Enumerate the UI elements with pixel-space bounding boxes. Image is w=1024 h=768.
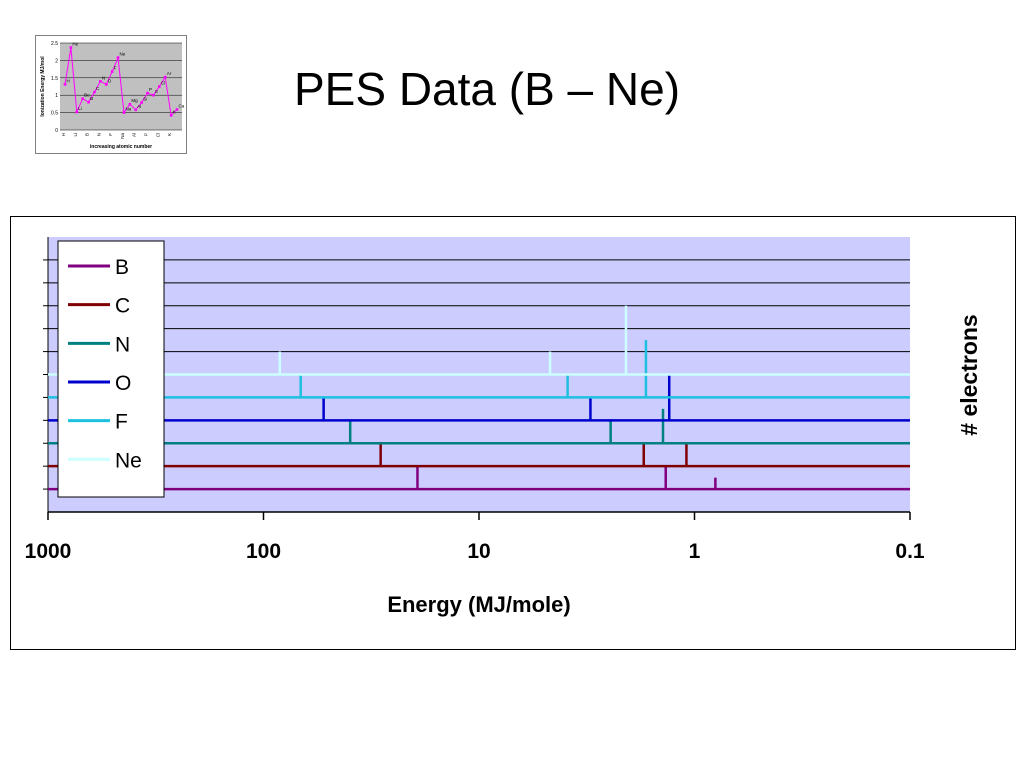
thumbnail-point-label: Mg — [131, 98, 138, 103]
legend-label-b: B — [115, 256, 129, 279]
thumbnail-point — [128, 102, 132, 106]
legend-label-o: O — [115, 372, 131, 395]
thumbnail-point-label: B — [90, 96, 93, 101]
thumbnail-y-tick: 2 — [55, 58, 58, 64]
thumbnail-point — [169, 114, 173, 117]
thumbnail-point-label: Al — [137, 104, 141, 109]
thumbnail-point — [69, 46, 73, 49]
thumbnail-point — [93, 90, 96, 94]
x-tick-label: 100 — [246, 540, 281, 563]
thumbnail-x-tick: K — [167, 133, 172, 136]
series-f — [48, 340, 910, 399]
x-tick-label: 1 — [689, 540, 701, 563]
thumbnail-point — [116, 56, 120, 59]
thumbnail-x-tick: Cl — [155, 133, 160, 137]
thumbnail-point — [110, 70, 114, 73]
legend-label-n: N — [115, 333, 130, 356]
thumbnail-point — [75, 110, 79, 114]
x-tick-label: 0.1 — [895, 540, 925, 563]
series-c — [48, 443, 910, 468]
thumbnail-point — [146, 91, 149, 95]
slide-title: PES Data (B – Ne) — [294, 63, 681, 115]
ionization-energy-thumbnail: 2.5 2 1.5 1 0.5 0 H He Li Be B C N O F Ne Na Mg Al Si P S Cl Ar… — [35, 35, 187, 154]
thumbnail-y-tick: 0 — [55, 128, 58, 134]
thumbnail-x-tick: Al — [132, 133, 137, 137]
thumbnail-point-label: Na — [125, 107, 131, 112]
thumbnail-point — [99, 79, 102, 83]
thumbnail-point-label: Ar — [167, 71, 172, 76]
thumbnail-point — [163, 75, 167, 79]
thumbnail-point-label: P — [149, 87, 152, 92]
thumbnail-point — [140, 101, 143, 104]
thumbnail-x-tick: Na — [120, 133, 125, 139]
thumbnail-point-label: C — [96, 86, 100, 91]
thumbnail-point-label: Ca — [179, 103, 185, 108]
thumbnail-point — [63, 83, 67, 86]
thumbnail-point — [152, 93, 155, 97]
thumbnail-point-label: Cl — [161, 81, 165, 86]
x-axis-title: Energy (MJ/mole) — [387, 592, 570, 617]
thumbnail-point-label: H — [67, 78, 70, 83]
thumbnail-y-tick: 1.5 — [51, 76, 58, 82]
thumbnail-x-tick: Li — [73, 133, 78, 137]
thumbnail-point-label: Li — [78, 106, 82, 111]
thumbnail-point-label: K — [173, 109, 176, 114]
thumbnail-point — [158, 85, 161, 88]
thumbnail-point — [104, 83, 108, 86]
thumbnail-point — [134, 108, 138, 112]
x-tick-label: 10 — [467, 540, 490, 563]
thumbnail-point-label: Si — [143, 97, 147, 102]
thumbnail-point-label: He — [72, 42, 78, 47]
thumbnail-x-tick: B — [85, 133, 90, 136]
thumbnail-x-tick: N — [96, 133, 101, 136]
thumbnail-y-tick: 1 — [55, 93, 58, 99]
thumbnail-point-label: Be — [84, 93, 90, 98]
thumbnail-point — [87, 100, 90, 104]
thumbnail-point — [81, 97, 84, 100]
pes-chart-frame: 1000 100 10 1 0.1 Energy (MJ/mole) # electrons… — [10, 216, 1016, 650]
thumbnail-point-label: O — [108, 78, 112, 83]
series-b — [48, 466, 910, 491]
thumbnail-x-tick: P — [144, 133, 149, 136]
thumbnail-point — [122, 111, 126, 114]
thumbnail-point-label: F — [114, 66, 117, 71]
thumbnail-point-label: N — [102, 75, 105, 80]
legend-box — [57, 240, 165, 498]
thumbnail-x-tick: F — [108, 133, 113, 136]
thumbnail-y-tick: 0.5 — [51, 111, 58, 117]
thumbnail-y-tick: 2.5 — [51, 41, 58, 47]
pes-chart: 1000 100 10 1 0.1 Energy (MJ/mole) # electrons… — [25, 237, 982, 617]
thumbnail-point — [175, 108, 179, 111]
series-n — [48, 408, 910, 445]
legend-label-ne: Ne — [115, 449, 142, 472]
thumbnail-point-label: S — [155, 89, 158, 94]
thumbnail-x-tick: H — [61, 133, 66, 136]
legend-label-f: F — [115, 411, 128, 434]
legend-label-c: C — [115, 295, 130, 318]
x-tick-label: 1000 — [25, 540, 72, 563]
thumbnail-point-label: Ne — [120, 52, 126, 57]
series-ne — [48, 305, 910, 376]
y-axis-title: # electrons — [956, 314, 982, 435]
thumbnail-x-title: increasing atomic number — [90, 144, 152, 150]
thumbnail-y-title: Ionization Energy MJ/mol — [40, 56, 46, 117]
